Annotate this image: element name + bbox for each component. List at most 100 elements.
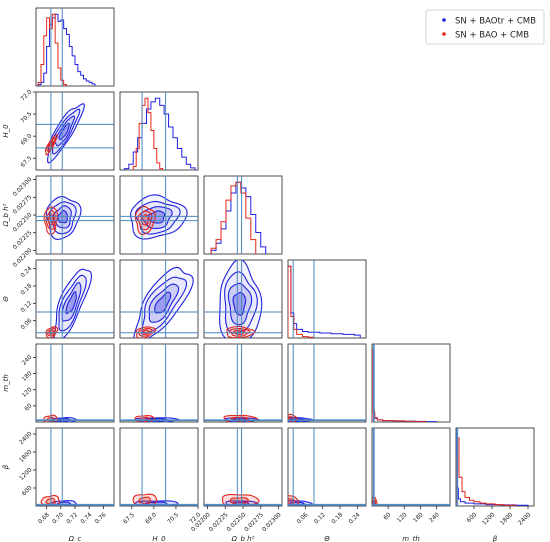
marginal-hist-sn-baotr-cmb [37, 13, 96, 86]
panel-b-h-vs-b-h [203, 175, 283, 255]
x-axis-label-b-h: Ω_b h² [231, 535, 255, 542]
panel--vs- [287, 259, 367, 339]
contour-sn-baotr-cmb-level-1 [65, 291, 77, 315]
contour-sn-baotr-cmb-level-1 [232, 291, 247, 316]
x-tick-label: 1800 [500, 512, 515, 527]
contour-sn-baotr-cmb-level-4 [219, 260, 263, 338]
panel-h-0-vs-m-th [119, 343, 199, 423]
x-tick-label: 0.72 [66, 512, 80, 526]
y-tick-label: 72.0 [20, 89, 34, 103]
panel--vs-: 600 1200 1800 2400 β [455, 427, 535, 542]
y-tick-label: 0.06 [20, 318, 34, 332]
x-tick-label: 180 [413, 512, 425, 524]
contour-sn-baotr-cmb-level-3 [50, 108, 81, 155]
panel-frame [119, 343, 199, 423]
panel-m-th-vs-m-th [371, 343, 451, 423]
y-tick-label: 600 [21, 485, 33, 497]
panel-frame [287, 427, 367, 507]
y-tick-label: 0.02300 [12, 177, 33, 198]
panel--vs-: 0.06 0.12 0.18 0.24 Θ [287, 427, 367, 542]
marginal-hist-sn-bao-cmb [210, 181, 257, 254]
y-tick-label: 1200 [19, 467, 34, 482]
panel-c-vs-h-0: 67.5 69.0 70.5 72.0 H_0 [2, 89, 115, 171]
legend: SN + BAOtr + CMB SN + BAO + CMB [425, 9, 545, 45]
x-tick-label: 0.70 [52, 512, 66, 526]
panel-h-0-vs-h-0 [119, 91, 199, 171]
y-tick-label: 67.5 [20, 155, 34, 169]
marginal-hist-sn-baotr-cmb [123, 97, 196, 170]
contour-sn-baotr-cmb-level-1 [147, 210, 166, 224]
y-tick-label: 70.5 [20, 111, 34, 125]
panel-h-0-vs-b-h [119, 175, 199, 255]
contour-sn-bao-cmb-level-3 [226, 325, 256, 338]
panel-c-vs-: 0.06 0.12 0.18 0.24 Θ [2, 259, 115, 339]
y-axis-label-b-h: Ω_b h² [2, 203, 10, 227]
x-tick-label: 69.0 [145, 512, 159, 526]
y-axis-label-h-0: H_0 [2, 124, 10, 138]
panel-frame [119, 175, 199, 255]
contour-sn-baotr-cmb-level-4 [53, 268, 93, 338]
y-tick-label: 2400 [19, 431, 34, 446]
panel-frame [371, 427, 451, 507]
y-tick-label: 0.24 [20, 266, 34, 280]
y-tick-label: 180 [21, 371, 33, 383]
x-tick-label: 2400 [518, 512, 533, 527]
contour-sn-baotr-cmb-level-2 [227, 282, 253, 326]
panel-frame [203, 259, 283, 339]
y-tick-label: 69.0 [20, 133, 34, 147]
panel-frame [203, 427, 283, 507]
panel-frame [35, 427, 115, 507]
panel-frame [203, 343, 283, 423]
x-tick-label: 240 [429, 512, 441, 524]
y-tick-label: 1800 [19, 449, 34, 464]
x-tick-label: 0.12 [314, 512, 328, 526]
contour-sn-baotr-cmb-level-2 [148, 283, 180, 323]
panel-frame [119, 427, 199, 507]
legend-marker-sn-baotr-cmb [442, 18, 446, 22]
panel-c-vs-m-th: 60 120 180 240 m_th [2, 343, 115, 423]
panel-frame [35, 343, 115, 423]
x-tick-label: 0.74 [80, 512, 94, 526]
x-tick-label: 0.76 [94, 512, 108, 526]
x-tick-label: 70.5 [167, 512, 181, 526]
x-tick-label: 0.18 [331, 512, 345, 526]
marginal-hist-sn-bao-cmb [456, 437, 517, 506]
marginal-hist-sn-bao-cmb [288, 265, 315, 338]
x-tick-label: 0.24 [348, 512, 362, 526]
panel-b-h-vs- [203, 259, 283, 339]
panel-c-vs-: 0.68 0.70 0.72 0.74 0.76 Ω_c 600 1200 1800 2400 β [2, 427, 115, 542]
contour-sn-baotr-cmb-level-3 [224, 271, 258, 334]
panel-frame [287, 343, 367, 423]
y-tick-label: 120 [21, 387, 33, 399]
x-tick-label: 120 [396, 512, 408, 524]
x-axis-label-: Θ [324, 535, 330, 542]
x-tick-label: 1200 [482, 512, 497, 527]
panel-c-vs-c [35, 7, 115, 87]
x-tick-label: 0.06 [296, 512, 310, 526]
legend-label-sn-baotr-cmb: SN + BAOtr + CMB [455, 17, 536, 27]
legend-marker-sn-bao-cmb [442, 32, 446, 36]
contour-sn-baotr-cmb-level-2 [61, 282, 82, 322]
panel-m-th-vs-: 60 120 180 240 m_th [371, 427, 451, 542]
x-axis-label-m-th: m_th [402, 535, 420, 542]
y-axis-label-: Θ [2, 296, 10, 302]
panel-b-h-vs-m-th [203, 343, 283, 423]
x-tick-label: 600 [466, 512, 478, 524]
panel-frame [287, 259, 367, 339]
x-axis-label-h-0: H_0 [152, 535, 166, 542]
x-tick-label: 0.02300 [261, 512, 282, 533]
marginal-hist-sn-baotr-cmb [288, 265, 361, 338]
y-axis-label-m-th: m_th [2, 374, 10, 392]
x-tick-label: 0.68 [37, 512, 51, 526]
y-tick-label: 240 [21, 354, 33, 366]
panel-h-0-vs- [119, 259, 199, 339]
y-axis-label-: β [2, 464, 10, 469]
contour-sn-baotr-cmb-level-1 [154, 291, 172, 314]
contour-sn-baotr-cmb-level-1 [58, 122, 71, 141]
panel--vs-m-th [287, 343, 367, 423]
panel-frame [35, 91, 115, 171]
panel-frame [371, 343, 451, 423]
contour-sn-baotr-cmb-level-4 [133, 266, 194, 338]
